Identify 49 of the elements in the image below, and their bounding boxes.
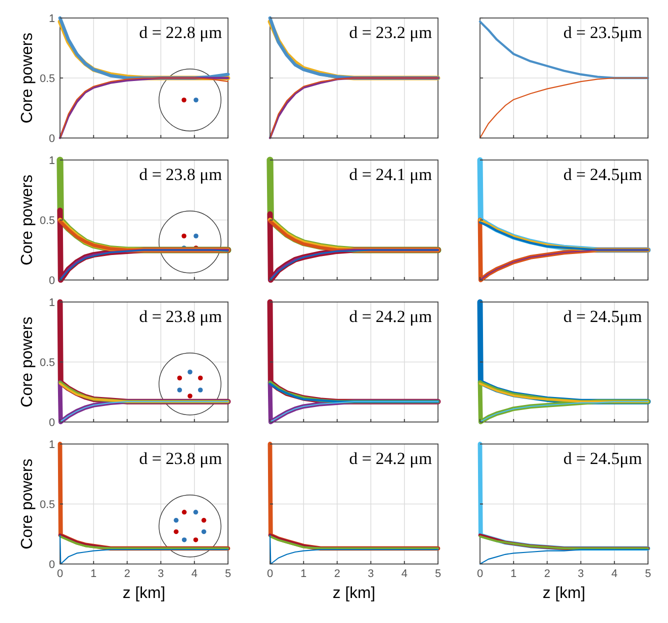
annotation: d = 24.1 μm — [349, 165, 432, 184]
x-tick-label: 3 — [368, 568, 374, 580]
x-tick-label: 5 — [644, 568, 652, 580]
x-tick-label: 0 — [476, 568, 484, 580]
y-tick-label: 0.5 — [40, 357, 55, 369]
x-tick-label: 1 — [90, 568, 97, 580]
y-tick-label: 1 — [48, 439, 55, 451]
y-axis-title: Core powers — [19, 458, 36, 550]
y-tick-label: 0 — [48, 133, 55, 145]
y-tick-label: 0 — [48, 417, 55, 429]
x-axis-title: z [km] — [332, 585, 376, 602]
x-tick-label: 2 — [334, 568, 340, 580]
x-tick-label: 4 — [401, 568, 408, 580]
y-tick-label: 1 — [48, 155, 55, 167]
annotation: d = 24.2 μm — [349, 307, 432, 326]
x-tick-label: 2 — [544, 568, 550, 580]
annotation: d = 24.2 μm — [349, 449, 432, 468]
annotation: d = 23.2 μm — [349, 23, 432, 42]
y-tick-label: 0.5 — [40, 499, 55, 511]
x-tick-label: 0 — [266, 568, 274, 580]
annotation: d = 23.8 μm — [139, 449, 222, 468]
annotation: d = 23.8 μm — [139, 307, 222, 326]
annotation: d = 24.5μm — [563, 307, 642, 326]
y-tick-label: 1 — [48, 13, 55, 25]
y-tick-label: 0 — [48, 559, 55, 571]
x-tick-label: 1 — [300, 568, 307, 580]
x-tick-label: 5 — [224, 568, 232, 580]
x-tick-label: 0 — [56, 568, 64, 580]
annotation: d = 24.5μm — [563, 449, 642, 468]
y-tick-label: 0.5 — [40, 73, 55, 85]
annotation: d = 24.5μm — [563, 165, 642, 184]
y-tick-label: 0.5 — [40, 215, 55, 227]
x-tick-label: 4 — [611, 568, 618, 580]
y-axis-title: Core powers — [19, 316, 36, 408]
y-tick-label: 0 — [48, 275, 55, 287]
y-axis-title: Core powers — [19, 174, 36, 266]
annotation: d = 23.8 μm — [139, 165, 222, 184]
x-tick-label: 3 — [158, 568, 164, 580]
y-axis-title: Core powers — [19, 32, 36, 124]
x-tick-label: 5 — [434, 568, 442, 580]
y-tick-label: 1 — [48, 297, 55, 309]
x-axis-title: z [km] — [122, 585, 166, 602]
x-tick-label: 1 — [510, 568, 517, 580]
x-tick-label: 3 — [578, 568, 584, 580]
annotation: d = 23.5μm — [563, 23, 642, 42]
annotation: d = 22.8 μm — [139, 23, 222, 42]
x-axis-title: z [km] — [542, 585, 586, 602]
x-tick-label: 4 — [191, 568, 198, 580]
x-tick-label: 2 — [124, 568, 130, 580]
